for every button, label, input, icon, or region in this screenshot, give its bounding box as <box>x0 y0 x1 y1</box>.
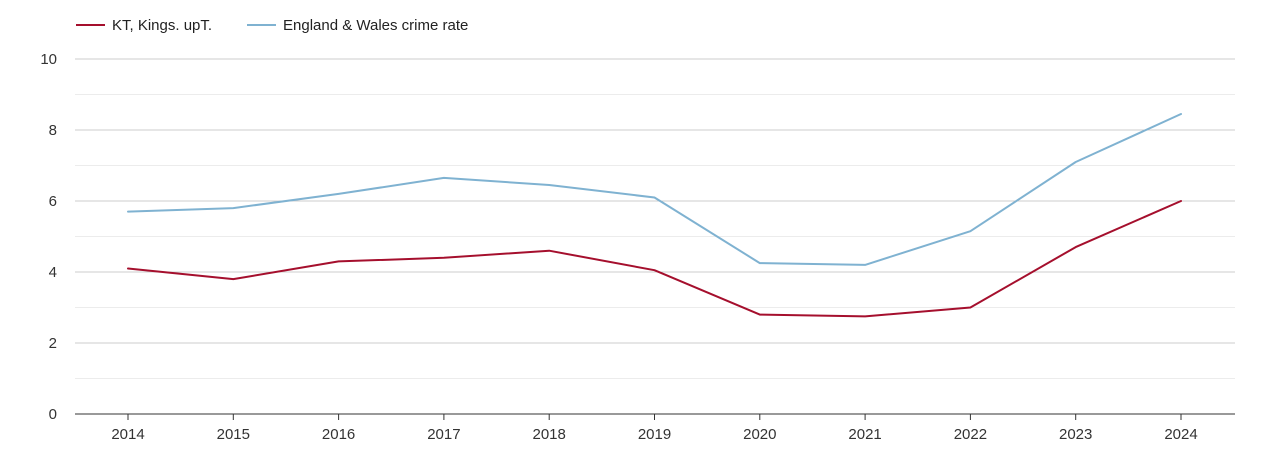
legend-label-kt-kings: KT, Kings. upT. <box>112 17 212 34</box>
series-lines <box>127 113 1182 318</box>
x-tick-label: 2024 <box>1164 426 1197 443</box>
y-tick-label: 10 <box>40 51 57 68</box>
series-line-england-wales-crime-rate <box>127 113 1182 266</box>
x-tick-label: 2015 <box>217 426 250 443</box>
grid <box>75 58 1235 379</box>
y-tick-label: 4 <box>49 264 57 281</box>
legend-label-england-wales: England & Wales crime rate <box>283 17 468 34</box>
x-tick-label: 2017 <box>427 426 460 443</box>
x-tick-label: 2016 <box>322 426 355 443</box>
y-tick-label: 2 <box>49 335 57 352</box>
y-tick-label: 8 <box>49 122 57 139</box>
x-tick-label: 2020 <box>743 426 776 443</box>
y-tick-label: 0 <box>49 406 57 423</box>
x-tick-label: 2022 <box>954 426 987 443</box>
x-tick-label: 2014 <box>111 426 144 443</box>
x-tick-label: 2021 <box>848 426 881 443</box>
x-tick-label: 2018 <box>533 426 566 443</box>
y-tick-label: 6 <box>49 193 57 210</box>
y-axis: 0 2 4 6 8 10 <box>40 51 57 423</box>
series-line-kt-kings-upt <box>127 200 1182 318</box>
x-axis: 2014 2015 2016 2017 2018 2019 2020 2021 2022 2023… <box>75 413 1235 443</box>
x-tick-label: 2019 <box>638 426 671 443</box>
legend: KT, Kings. upT. England & Wales crime ra… <box>76 17 468 34</box>
x-tick-label: 2023 <box>1059 426 1092 443</box>
